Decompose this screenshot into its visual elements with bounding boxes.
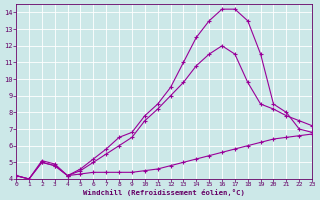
X-axis label: Windchill (Refroidissement éolien,°C): Windchill (Refroidissement éolien,°C) [83,189,245,196]
